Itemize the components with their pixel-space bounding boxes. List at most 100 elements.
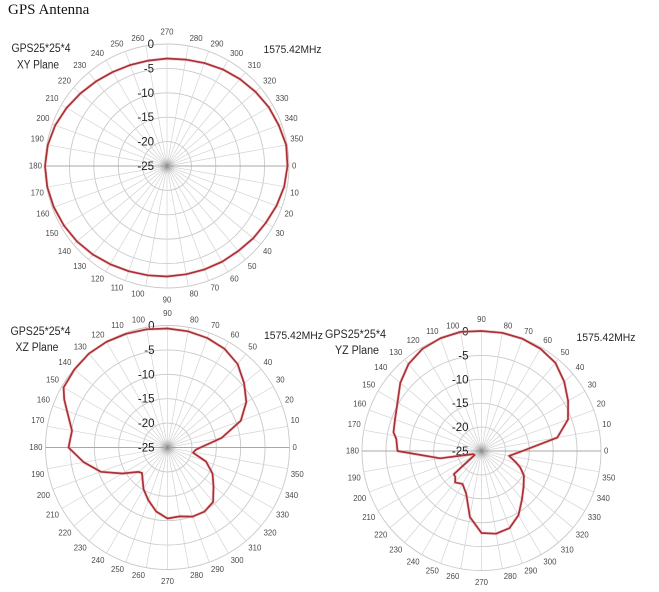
svg-text:50: 50	[248, 343, 257, 352]
svg-text:10: 10	[290, 189, 299, 198]
svg-text:130: 130	[73, 262, 87, 271]
svg-text:270: 270	[475, 578, 489, 587]
svg-text:200: 200	[37, 491, 51, 500]
svg-text:230: 230	[73, 61, 87, 70]
svg-text:200: 200	[353, 494, 367, 503]
svg-text:-5: -5	[144, 345, 154, 357]
svg-text:20: 20	[285, 395, 294, 404]
svg-text:40: 40	[263, 247, 272, 256]
svg-text:160: 160	[353, 400, 367, 409]
svg-text:-20: -20	[452, 422, 469, 434]
svg-text:10: 10	[291, 416, 300, 425]
svg-text:100: 100	[131, 289, 145, 298]
svg-text:GPS25*25*4: GPS25*25*4	[12, 43, 72, 55]
svg-text:190: 190	[348, 473, 362, 482]
svg-text:180: 180	[29, 162, 43, 171]
svg-text:190: 190	[31, 135, 45, 144]
svg-text:310: 310	[248, 544, 262, 553]
svg-text:-20: -20	[137, 137, 154, 149]
svg-text:260: 260	[131, 34, 145, 43]
svg-text:300: 300	[230, 49, 244, 58]
svg-text:330: 330	[275, 94, 289, 103]
svg-text:140: 140	[58, 358, 72, 367]
svg-text:180: 180	[346, 447, 360, 456]
svg-text:GPS Antenna: GPS Antenna	[8, 2, 90, 18]
svg-text:-25: -25	[138, 443, 155, 455]
svg-text:320: 320	[264, 528, 278, 537]
svg-text:260: 260	[132, 571, 146, 580]
svg-text:340: 340	[285, 114, 299, 123]
svg-text:40: 40	[264, 358, 273, 367]
svg-text:150: 150	[362, 380, 376, 389]
svg-text:120: 120	[407, 336, 421, 345]
svg-text:220: 220	[374, 530, 388, 539]
svg-text:30: 30	[275, 229, 284, 238]
svg-text:-15: -15	[138, 394, 155, 406]
svg-text:70: 70	[524, 327, 533, 336]
svg-text:340: 340	[597, 494, 611, 503]
svg-text:140: 140	[58, 247, 72, 256]
svg-text:YZ Plane: YZ Plane	[335, 345, 379, 357]
svg-text:-10: -10	[137, 88, 154, 100]
svg-text:270: 270	[161, 577, 175, 586]
svg-text:170: 170	[348, 420, 362, 429]
svg-text:180: 180	[29, 443, 43, 452]
svg-text:-5: -5	[144, 63, 154, 75]
svg-text:280: 280	[190, 571, 204, 580]
svg-text:280: 280	[190, 34, 204, 43]
svg-text:110: 110	[426, 327, 439, 336]
svg-text:270: 270	[160, 28, 174, 37]
svg-text:300: 300	[543, 557, 557, 566]
svg-text:130: 130	[74, 343, 88, 352]
svg-text:300: 300	[231, 556, 245, 565]
svg-text:-25: -25	[137, 161, 154, 173]
svg-text:-15: -15	[137, 112, 154, 124]
svg-text:80: 80	[190, 289, 199, 298]
svg-text:170: 170	[31, 189, 45, 198]
svg-text:0: 0	[292, 162, 297, 171]
svg-text:90: 90	[477, 315, 486, 324]
svg-text:350: 350	[290, 135, 304, 144]
svg-text:-20: -20	[138, 418, 155, 430]
svg-text:320: 320	[263, 77, 277, 86]
svg-text:280: 280	[504, 572, 518, 581]
svg-text:100: 100	[446, 322, 460, 331]
svg-text:260: 260	[446, 572, 460, 581]
svg-text:330: 330	[276, 511, 290, 520]
svg-text:210: 210	[362, 513, 376, 522]
svg-text:GPS25*25*4: GPS25*25*4	[11, 326, 72, 338]
svg-text:170: 170	[31, 416, 45, 425]
svg-text:-10: -10	[452, 374, 469, 386]
svg-text:290: 290	[211, 565, 225, 574]
svg-text:80: 80	[190, 316, 199, 325]
svg-text:XY Plane: XY Plane	[17, 60, 59, 72]
svg-text:-15: -15	[452, 398, 469, 410]
svg-text:240: 240	[91, 49, 105, 58]
svg-text:210: 210	[46, 511, 60, 520]
svg-text:0: 0	[293, 443, 298, 452]
svg-text:0: 0	[604, 447, 609, 456]
svg-text:10: 10	[602, 420, 611, 429]
svg-text:130: 130	[389, 348, 403, 357]
svg-text:220: 220	[58, 77, 72, 86]
svg-text:210: 210	[45, 94, 59, 103]
svg-text:350: 350	[291, 470, 305, 479]
svg-text:XZ Plane: XZ Plane	[16, 342, 59, 354]
svg-text:1575.42MHz: 1575.42MHz	[264, 330, 323, 342]
svg-text:70: 70	[210, 284, 219, 293]
svg-text:80: 80	[504, 322, 513, 331]
svg-text:30: 30	[588, 380, 597, 389]
svg-text:30: 30	[276, 376, 285, 385]
svg-text:90: 90	[163, 296, 172, 305]
svg-text:0: 0	[462, 327, 468, 339]
svg-text:290: 290	[524, 566, 538, 575]
svg-text:140: 140	[374, 363, 388, 372]
svg-text:-10: -10	[138, 369, 155, 381]
svg-text:320: 320	[576, 530, 590, 539]
svg-text:220: 220	[58, 528, 72, 537]
svg-text:120: 120	[91, 275, 105, 284]
svg-text:230: 230	[389, 545, 403, 554]
svg-text:330: 330	[588, 513, 602, 522]
svg-text:250: 250	[110, 40, 124, 49]
svg-text:60: 60	[543, 336, 552, 345]
